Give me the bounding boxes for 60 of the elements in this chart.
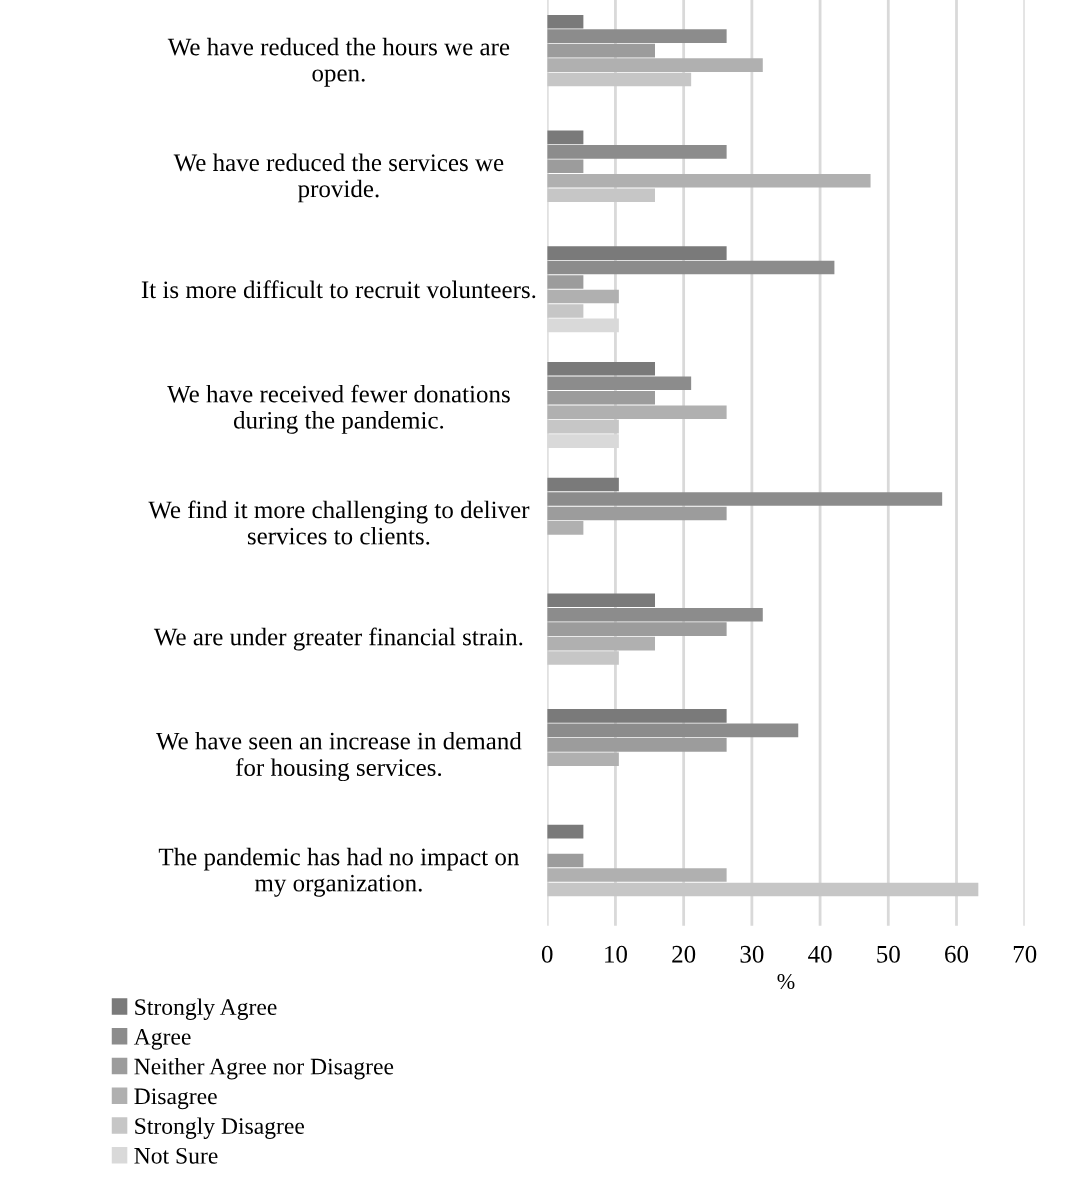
bar: [547, 607, 763, 622]
bar: [547, 709, 727, 723]
bar: [547, 738, 727, 752]
bar: [547, 362, 656, 376]
bar: [547, 477, 619, 492]
bar: [547, 173, 871, 188]
y-tick-label: We have reduced the hours we are open.: [167, 37, 510, 87]
y-tick-label: We have reduced the services we provide.: [173, 153, 504, 203]
bar: [547, 752, 619, 767]
legend-label: Disagree: [134, 1088, 217, 1110]
bar: [547, 29, 727, 43]
bar: [547, 58, 763, 72]
x-tick-label: 10: [605, 945, 627, 963]
legend-label: Strongly Disagree: [135, 1117, 305, 1139]
bar: [547, 853, 584, 868]
x-tick-label: 60: [945, 945, 969, 963]
bar: [547, 492, 943, 506]
y-tick-label: We have received fewer donations during the pandemic.: [167, 384, 510, 434]
bar: [547, 390, 656, 405]
bar: [547, 260, 835, 275]
bar: [547, 14, 584, 29]
bar: [547, 593, 656, 608]
bar: [547, 636, 656, 651]
y-tick-label: We have seen an increase in demand for housing services.: [155, 731, 522, 782]
bar: [547, 246, 727, 260]
legend-label: Not Sure: [134, 1147, 218, 1164]
x-tick-label: 40: [808, 945, 832, 963]
bar: [547, 72, 692, 87]
y-tick-label: The pandemic has had no impact on my organization.: [158, 847, 520, 897]
bar: [547, 723, 799, 738]
bar: [547, 651, 619, 665]
x-axis-title: %: [777, 973, 795, 990]
bar: [547, 824, 584, 839]
legend-label: Neither Agree nor Disagree: [134, 1057, 394, 1080]
x-tick-label: 20: [672, 945, 696, 963]
y-tick-label: It is more difficult to recruit volunteers.: [141, 280, 536, 299]
bar: [547, 43, 656, 58]
legend-label: Strongly Agree: [135, 998, 277, 1020]
x-tick-label: 50: [877, 945, 900, 963]
bar: [547, 882, 979, 897]
y-tick-label: We are under greater financial strain.: [153, 627, 523, 651]
bar: [547, 622, 727, 636]
x-tick-label: 0: [541, 945, 553, 963]
bar: [547, 304, 584, 318]
bar: [547, 405, 727, 419]
bar: [547, 506, 727, 521]
bar: [547, 275, 584, 289]
x-tick-label: 30: [740, 945, 764, 963]
bar: [547, 130, 584, 145]
bar: [547, 868, 727, 882]
bar: [547, 145, 727, 159]
bar: [547, 188, 656, 203]
bar: [547, 419, 619, 434]
bar: [547, 289, 619, 304]
legend-label: Agree: [133, 1028, 191, 1050]
y-tick-label: We find it more challenging to deliver services to clients.: [148, 500, 530, 545]
bar: [547, 521, 584, 535]
bar: [547, 159, 584, 174]
bar: [547, 376, 692, 391]
x-tick-label: 70: [1013, 945, 1037, 963]
